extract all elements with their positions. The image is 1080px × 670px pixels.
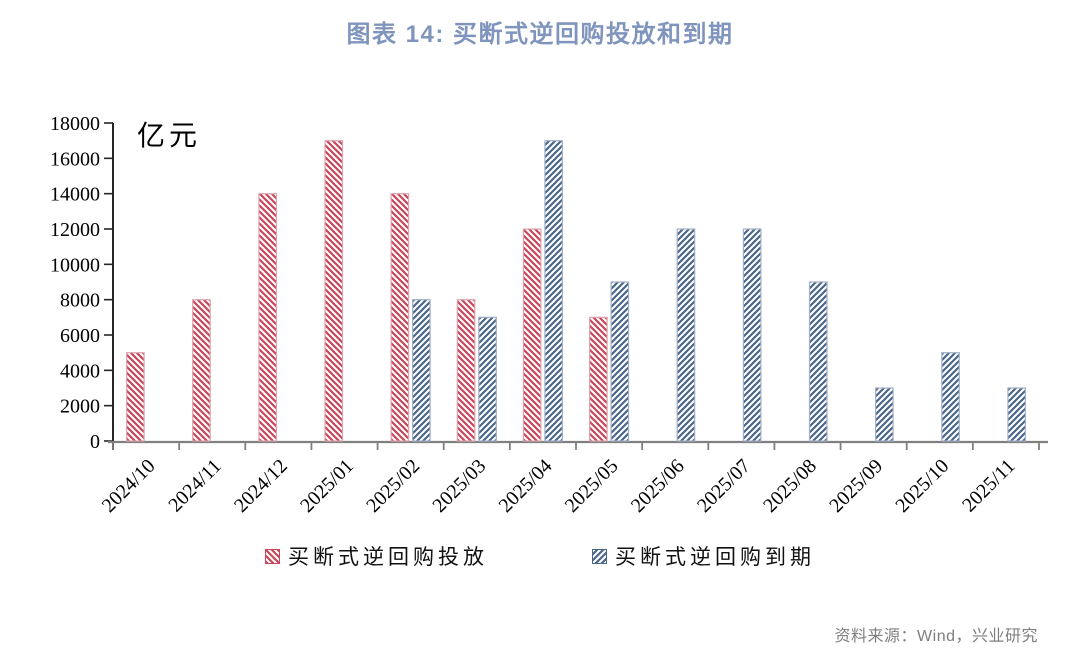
bar-supply-2024/10 <box>125 352 145 442</box>
bar-supply-2024/11 <box>192 299 211 442</box>
x-tick-label: 2025/11 <box>958 455 1019 516</box>
x-tick-label: 2025/02 <box>362 455 424 517</box>
bar-maturity-2025/05 <box>610 281 630 442</box>
source-note: 资料来源：Wind，兴业研究 <box>834 628 1038 645</box>
legend-item-maturity: 买断式逆回购到期 <box>592 541 815 571</box>
bar-maturity-2025/06 <box>676 228 696 442</box>
bar-supply-2024/12 <box>258 193 277 442</box>
chart-legend: 买断式逆回购投放 买断式逆回购到期 <box>0 541 1080 571</box>
y-tick-label: 10000 <box>50 254 100 276</box>
y-tick-label: 12000 <box>50 219 100 241</box>
legend-label-supply: 买断式逆回购投放 <box>288 545 488 569</box>
y-tick-label: 4000 <box>60 360 100 382</box>
bar-maturity-2025/02 <box>412 299 431 442</box>
x-tick-label: 2025/05 <box>561 455 623 517</box>
bar-supply-2025/05 <box>588 316 608 442</box>
legend-swatch-supply-icon <box>265 548 280 564</box>
bar-maturity-2025/04 <box>544 140 564 442</box>
bar-maturity-2025/11 <box>1007 387 1027 442</box>
y-axis-unit-label: 亿元 <box>137 120 201 152</box>
y-tick-label: 8000 <box>60 290 100 312</box>
y-tick-label: 2000 <box>60 396 100 418</box>
y-tick-label: 18000 <box>50 113 100 135</box>
bar-maturity-2025/07 <box>742 228 762 442</box>
x-tick-label: 2025/03 <box>428 455 490 517</box>
legend-item-supply: 买断式逆回购投放 <box>265 541 488 571</box>
y-tick-label: 16000 <box>50 148 100 170</box>
legend-label-maturity: 买断式逆回购到期 <box>615 545 815 569</box>
legend-swatch-maturity-icon <box>592 548 607 564</box>
bar-supply-2025/03 <box>456 299 476 442</box>
bar-maturity-2025/10 <box>941 352 960 442</box>
x-tick-label: 2024/12 <box>230 455 292 517</box>
chart-title: 图表 14: 买断式逆回购投放和到期 <box>346 21 734 48</box>
x-tick-label: 2024/11 <box>164 455 225 516</box>
x-tick-label: 2025/07 <box>693 455 755 517</box>
y-tick-label: 14000 <box>50 184 100 206</box>
bar-maturity-2025/09 <box>874 387 894 442</box>
x-tick-label: 2024/10 <box>98 455 160 517</box>
x-tick-label: 2025/09 <box>825 455 887 517</box>
bar-chart: 0 2000 4000 6000 8000 10000 12000 14000 16000 180… <box>50 113 1048 517</box>
bar-maturity-2025/03 <box>478 316 497 442</box>
y-tick-label: 0 <box>90 431 100 453</box>
bar-supply-2025/04 <box>522 228 542 442</box>
bar-supply-2025/01 <box>324 140 344 442</box>
x-tick-label: 2025/04 <box>495 455 557 517</box>
bar-supply-2025/02 <box>390 193 410 442</box>
x-tick-label: 2025/01 <box>296 455 358 517</box>
y-tick-label: 6000 <box>60 325 100 347</box>
x-tick-label: 2025/10 <box>891 455 953 517</box>
x-tick-label: 2025/08 <box>759 455 821 517</box>
x-tick-label: 2025/06 <box>627 455 689 517</box>
bar-maturity-2025/08 <box>808 281 828 442</box>
